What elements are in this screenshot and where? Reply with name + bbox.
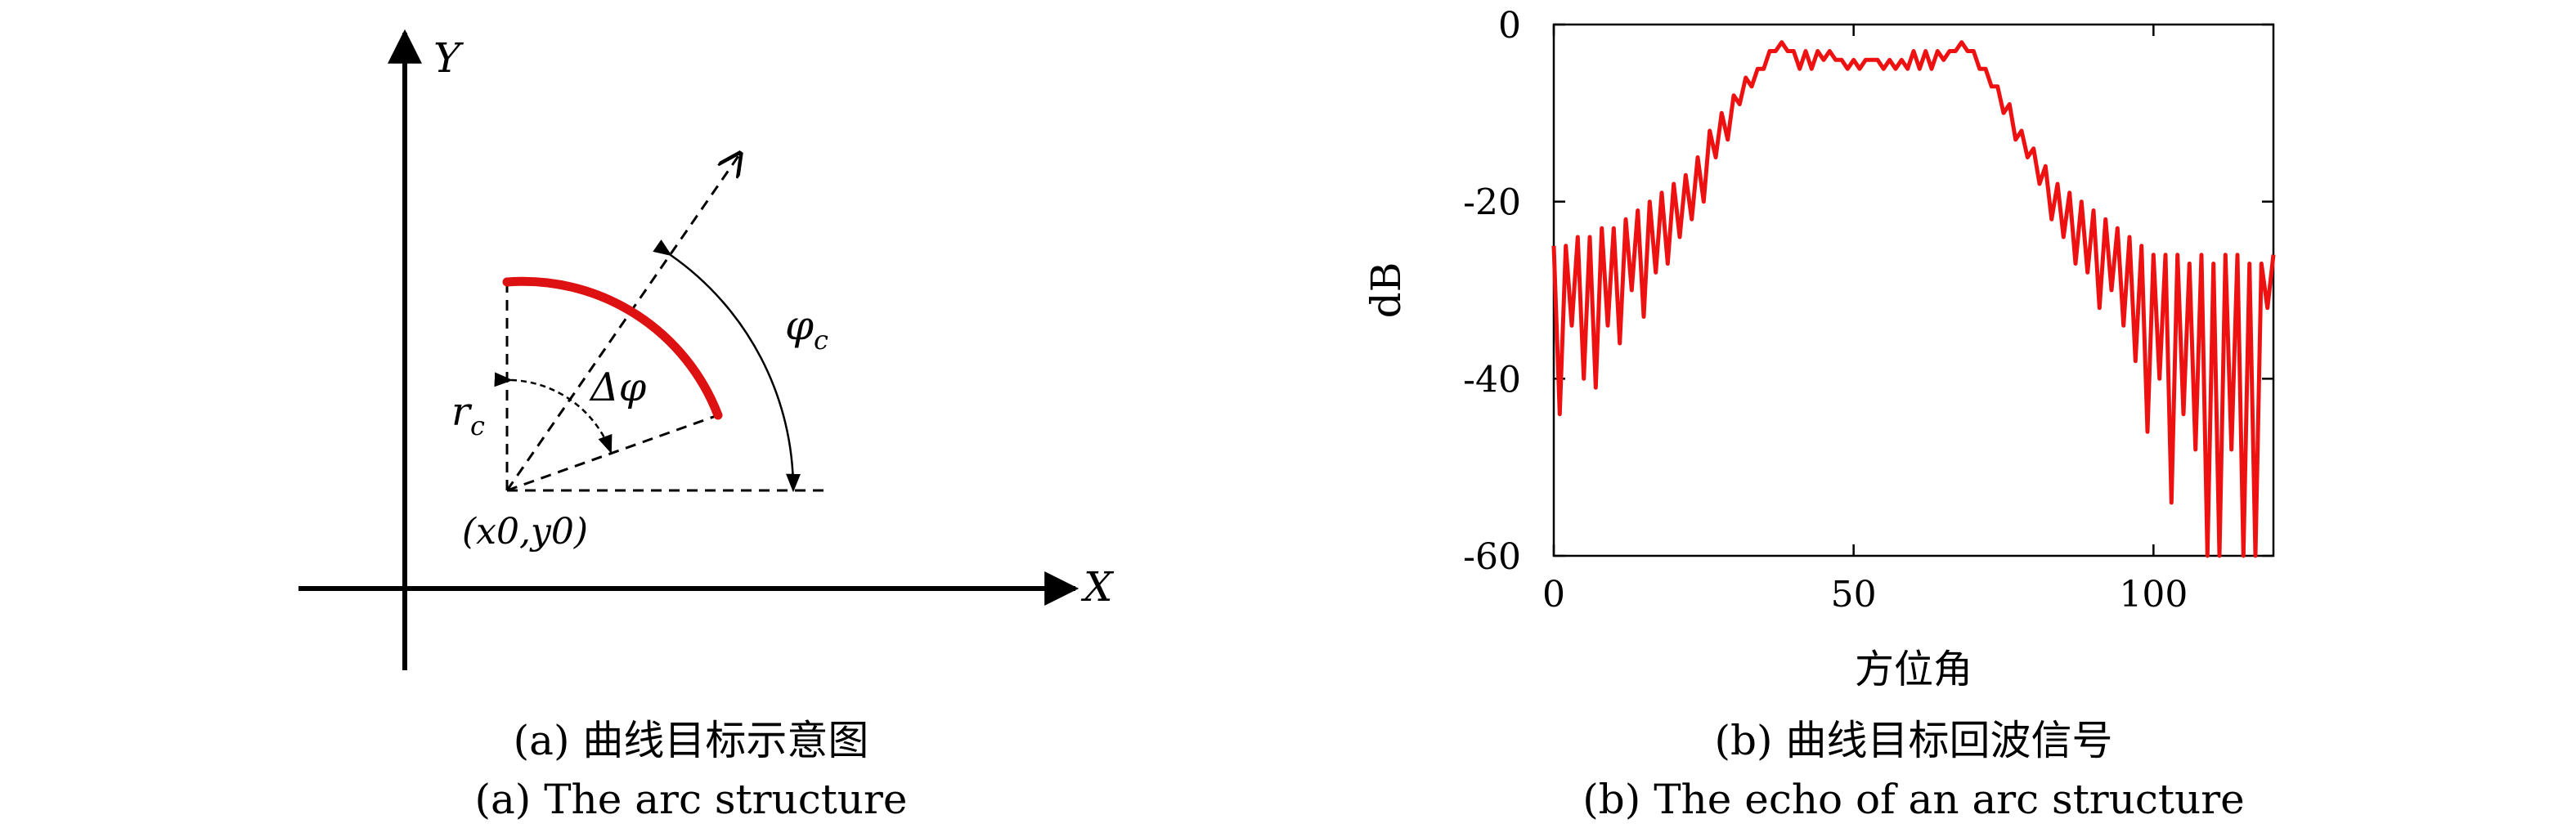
caption-a-english: (a) The arc structure <box>474 776 908 823</box>
phi-c-angle-arrow <box>653 239 801 493</box>
x-tick-label: 0 <box>1542 574 1565 615</box>
origin-label: (x0,y0) <box>462 511 588 553</box>
y-ticks: 0 -20 -40 -60 <box>1463 5 2273 578</box>
rc-label: rc <box>451 389 485 441</box>
arc-end-dashed-line <box>506 414 719 492</box>
x-tick-label: 100 <box>2119 574 2188 615</box>
y-tick-label: -60 <box>1463 536 1521 578</box>
caption-a: (a) 曲线目标示意图 (a) The arc structure <box>282 711 1100 829</box>
caption-b-chinese: (b) 曲线目标回波信号 <box>1714 717 2113 764</box>
x-axis-title: 方位角 <box>1855 647 1972 692</box>
caption-b-english: (b) The echo of an arc structure <box>1582 776 2245 823</box>
y-axis-title: dB <box>1362 262 1410 319</box>
caption-a-chinese: (a) 曲线目标示意图 <box>513 717 869 764</box>
arc-structure-diagram: Y X rc Δφ φc (x0,y0) <box>298 29 1115 670</box>
y-tick-label: -40 <box>1463 359 1521 401</box>
y-axis-label: Y <box>433 34 464 82</box>
center-direction-dashed-arrow <box>505 154 740 491</box>
y-tick-label: -20 <box>1463 182 1521 224</box>
phi-c-label: φc <box>785 302 828 356</box>
caption-b: (b) 曲线目标回波信号 (b) The echo of an arc stru… <box>1505 711 2322 829</box>
y-tick-label: 0 <box>1498 5 1521 47</box>
x-axis-label: X <box>1080 563 1115 611</box>
x-ticks: 0 50 100 <box>1542 25 2188 615</box>
echo-series-line <box>1551 40 2276 558</box>
x-tick-label: 50 <box>1831 574 1877 615</box>
echo-chart: 0 50 100 0 -20 -40 -60 方位角 dB <box>1362 5 2276 692</box>
delta-phi-label: Δφ <box>589 365 647 410</box>
